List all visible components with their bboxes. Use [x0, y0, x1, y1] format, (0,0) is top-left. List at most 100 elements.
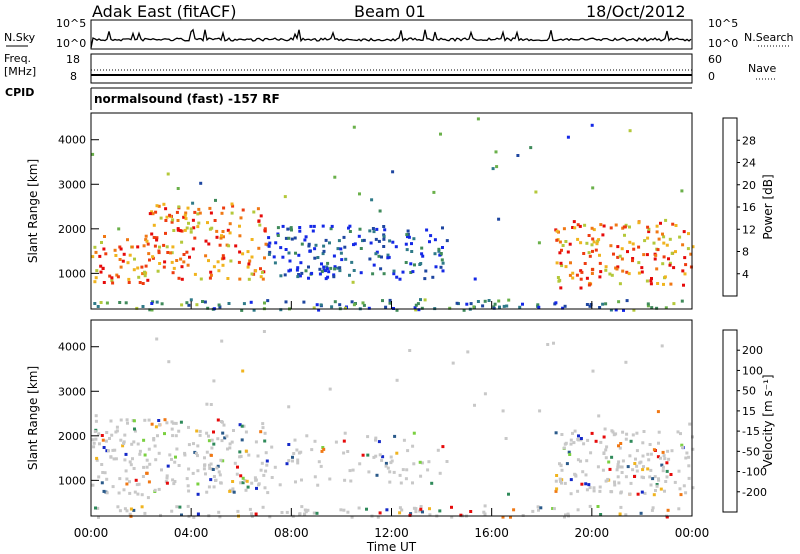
velocity-cell [295, 448, 299, 452]
power-cell [602, 224, 606, 228]
velocity-cell [655, 483, 659, 486]
velocity-cell [663, 489, 666, 493]
power-cell [421, 254, 425, 258]
power-cell [372, 263, 376, 267]
power-cell [311, 229, 315, 233]
velocity-cell [110, 433, 114, 437]
power-cell [110, 279, 114, 283]
power-cell [411, 270, 415, 274]
nsky-trace [90, 28, 692, 49]
power-cell [327, 270, 331, 274]
power-cell [414, 303, 418, 307]
velocity-cell [681, 445, 684, 449]
velocity-cell [165, 421, 169, 425]
power-cell [578, 224, 582, 228]
velocity-cell [606, 477, 610, 481]
velocity-cell [661, 469, 665, 473]
power-cell [380, 255, 383, 259]
power-cell [286, 227, 290, 231]
velocity-cell [676, 430, 680, 434]
power-cell [135, 306, 139, 310]
velocity-cell [616, 465, 620, 469]
velocity-cell [174, 455, 177, 459]
power-cell [290, 228, 293, 232]
power-cell [637, 261, 641, 265]
power-cell [561, 306, 565, 310]
velocity-cell [220, 420, 223, 423]
power-cell [148, 212, 152, 216]
power-cell [689, 265, 693, 269]
power-cell [388, 298, 392, 302]
power-cell [144, 238, 148, 242]
velocity-cell [418, 509, 422, 513]
velocity-cell [685, 451, 689, 455]
power-cell [219, 236, 223, 240]
power-cell [172, 266, 176, 270]
power-cell [105, 301, 109, 305]
velocity-cell [95, 458, 99, 462]
velocity-cell [179, 420, 183, 424]
power-cell [624, 223, 628, 227]
power-cell [152, 236, 156, 239]
power-cell [433, 238, 437, 242]
power-cell [646, 236, 650, 240]
power-cell [279, 274, 283, 278]
velocity-cell [137, 482, 141, 486]
velocity-cell [589, 451, 593, 455]
velocity-cell [322, 447, 326, 451]
power-cell [157, 249, 161, 253]
velocity-cell [361, 453, 365, 457]
power-cell [254, 269, 258, 273]
power-cell [257, 219, 261, 223]
power-cell [647, 227, 651, 231]
velocity-cell [96, 506, 100, 510]
velocity-cell [205, 490, 209, 494]
velocity-cell [680, 443, 684, 447]
power-cell [576, 223, 580, 227]
power-cell [566, 250, 570, 254]
velocity-cell [300, 505, 304, 509]
velocity-cell [374, 454, 378, 458]
velocity-cell [581, 470, 585, 474]
power-cell [608, 272, 612, 276]
velocity-cell [427, 460, 431, 464]
power-cell [632, 247, 636, 251]
velocity-cell [142, 465, 146, 469]
power-cell [559, 286, 563, 290]
power-cell [462, 308, 466, 312]
power-cell [358, 227, 362, 231]
velocity-cell [628, 454, 632, 458]
power-cell [272, 255, 276, 259]
velocity-cell [146, 496, 150, 500]
velocity-cell [95, 456, 99, 460]
velocity-cell [395, 451, 399, 455]
power-cell [618, 254, 622, 258]
velocity-cell [119, 438, 123, 442]
power-cell [558, 240, 562, 244]
power-cell [168, 213, 172, 217]
power-cell [682, 230, 686, 234]
power-cell [267, 244, 271, 248]
nave-tick-bottom: 0 [708, 70, 715, 83]
power-cell [382, 225, 386, 228]
power-cell [646, 302, 650, 306]
power-cell [382, 233, 386, 237]
power-cell [113, 248, 117, 252]
power-cell [663, 275, 667, 279]
power-cell [103, 235, 106, 238]
freq-tick-bottom: 8 [70, 70, 77, 83]
velocity-cell [624, 513, 628, 517]
power-cell [576, 237, 580, 241]
velocity-cell [129, 507, 133, 511]
power-cell [318, 267, 322, 271]
velocity-cell [262, 473, 266, 477]
power-cell [529, 146, 533, 150]
velocity-cell [588, 504, 592, 508]
velocity-cell [428, 513, 432, 517]
velocity-cell [411, 444, 415, 448]
velocity-cell [633, 462, 637, 465]
velocity-cell [172, 482, 176, 486]
velocity-cell [163, 432, 166, 436]
xtick-label: 00:00 [74, 526, 109, 540]
velocity-cell [585, 459, 589, 463]
